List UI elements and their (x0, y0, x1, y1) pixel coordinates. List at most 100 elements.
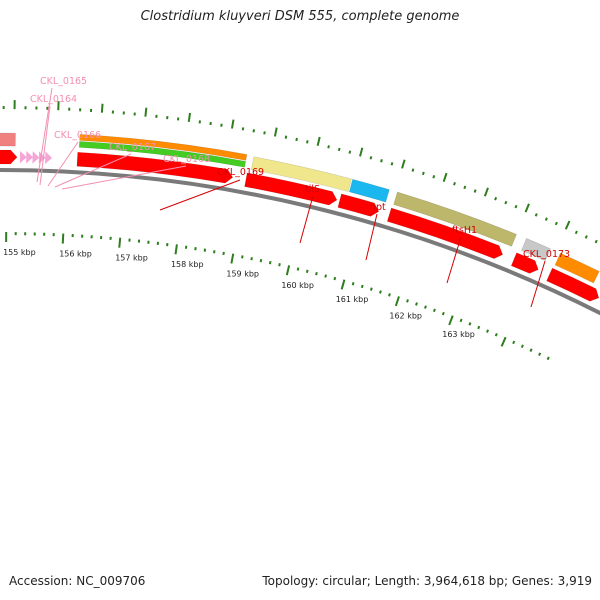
scale-tick (315, 271, 318, 276)
feature-khaki-1 (251, 156, 352, 192)
feature-orange-1 (79, 134, 248, 161)
feature-pink-left (0, 132, 16, 147)
leader-line (530, 260, 546, 308)
label-leader-lines (36, 87, 546, 308)
outer-tick (316, 136, 321, 146)
leader-line (159, 179, 241, 211)
outer-tick (584, 235, 588, 239)
outer-tick (564, 220, 571, 230)
outer-tick (348, 150, 352, 154)
outer-tick (554, 221, 558, 226)
leader-line (299, 195, 314, 244)
leader-line (365, 213, 378, 261)
outer-tick (574, 230, 578, 235)
outer-tick (144, 107, 148, 117)
scale-labels: 155 kbp 156 kbp 157 kbp 158 kbp 159 kbp 160 k… (3, 248, 475, 339)
gene-label: ftsH1 (452, 225, 477, 236)
feature-grey-1 (521, 238, 551, 262)
scale-tick (546, 356, 550, 361)
scale-tick (230, 253, 235, 264)
outer-tick (442, 172, 448, 182)
scale-tick (494, 333, 498, 337)
outer-tick (295, 137, 298, 142)
outer-tick (504, 200, 508, 205)
scale-tick (406, 299, 409, 303)
scale-tick (448, 315, 454, 326)
outer-tick (463, 185, 467, 190)
feature-pink-arrow (19, 151, 27, 164)
outer-tick (263, 131, 266, 135)
feature-pink-arrow (45, 151, 53, 164)
scale-tick (118, 237, 122, 248)
scale-label: 163 kbp (442, 330, 475, 339)
scale-tick (468, 322, 472, 326)
gene-label: CKL_0164 (30, 94, 77, 105)
leader-line (61, 165, 187, 190)
scale-tick (222, 251, 225, 256)
scale-label: 156 kbp (59, 250, 92, 259)
scale-label: 157 kbp (115, 254, 148, 263)
feature-olive-1 (393, 191, 517, 247)
outer-tick (390, 162, 394, 166)
scale-tick (285, 265, 291, 276)
feature-red-2 (244, 172, 338, 206)
scale-tick (424, 305, 427, 309)
outer-tick (534, 213, 538, 217)
scale-tick (333, 276, 337, 281)
scale-label: 160 kbp (281, 281, 314, 290)
feature-pink-arrow (26, 151, 34, 164)
gene-label: hpt (370, 202, 386, 213)
outer-tick (337, 147, 341, 152)
leader-line (446, 236, 462, 284)
feature-orange-2 (554, 252, 600, 284)
scale-tick (213, 250, 216, 254)
gene-label: CKL_0173 (523, 249, 570, 260)
scale-tick (477, 325, 481, 330)
scale-tick (520, 344, 524, 349)
outer-tick (359, 147, 364, 157)
scale-tick (369, 287, 373, 291)
outer-tick (327, 145, 330, 149)
scale-tick (432, 308, 436, 313)
leader-line (54, 153, 132, 188)
outer-tick (380, 159, 383, 163)
outer-tick (306, 140, 309, 144)
accession-text: Accession: NC_009706 (9, 574, 146, 588)
feature-green-1 (78, 141, 247, 168)
outer-tick (401, 159, 406, 169)
outer-tick (411, 168, 415, 172)
scale-tick (486, 329, 490, 333)
scale-tick (305, 269, 309, 274)
scale-tick (512, 340, 516, 345)
outer-tick (421, 171, 425, 176)
scale-tick (278, 263, 281, 267)
outer-tick (100, 103, 104, 113)
feature-red-3 (337, 193, 380, 217)
scale-label: 158 kbp (171, 260, 204, 269)
feature-arrow-left (0, 149, 18, 165)
scale-tick (394, 296, 400, 307)
leader-line (47, 141, 79, 187)
outer-tick (252, 129, 256, 133)
feature-red-1 (76, 151, 234, 184)
scale-tick (538, 352, 542, 357)
scale-tick (250, 257, 253, 261)
map-title: Clostridium kluyveri DSM 555, complete g… (140, 9, 460, 24)
outer-tick (494, 196, 498, 201)
scale-tick (174, 244, 178, 255)
scale-tick (459, 318, 463, 323)
outer-tick (273, 127, 278, 137)
outer-tick (594, 239, 598, 244)
gene-labels: CKL_0165 CKL_0164 CKL_0166 CKL_0167 CKL_0168… (30, 76, 570, 260)
outer-tick-ring (2, 100, 598, 244)
scale-tick (340, 279, 346, 290)
outer-tick (544, 217, 548, 221)
scale-tick (268, 260, 272, 265)
feature-red-6 (546, 267, 600, 302)
feature-cyan-1 (348, 178, 390, 203)
outer-tick (241, 127, 245, 131)
scale-tick (296, 267, 300, 271)
scale-tick (351, 282, 355, 286)
outer-tick (432, 175, 436, 179)
